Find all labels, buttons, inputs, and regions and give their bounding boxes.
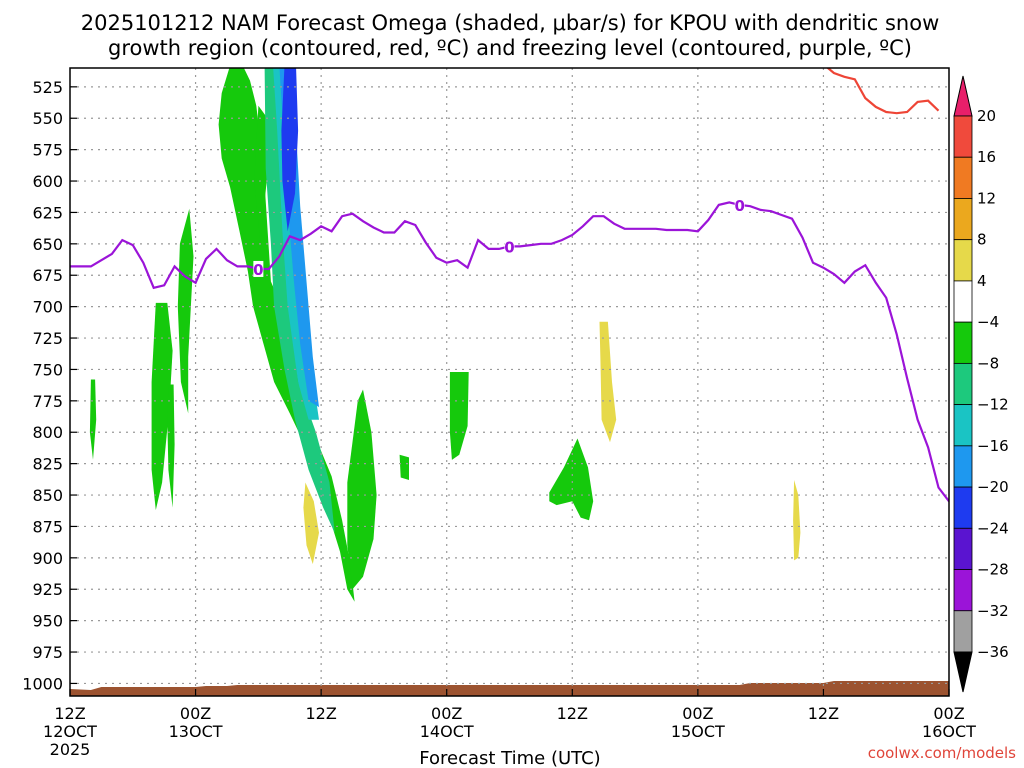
grid-lines [70, 68, 949, 696]
x-tick-hour: 12Z [557, 704, 588, 723]
omega-area-13 [549, 438, 594, 521]
colorbar-label: −16 [977, 437, 1009, 455]
colorbar-segment [953, 445, 973, 488]
chart-title-line1: 2025101212 NAM Forecast Omega (shaded, μ… [81, 11, 940, 35]
omega-shading [89, 68, 801, 602]
x-tick-year: 2025 [50, 740, 91, 759]
colorbar-segment [953, 115, 973, 158]
colorbar-label: −36 [977, 643, 1009, 661]
terrain-fill [70, 681, 949, 696]
colorbar-label: −24 [977, 519, 1009, 537]
colorbar-label: 16 [977, 148, 996, 166]
y-tick-label: 850 [32, 486, 63, 505]
colorbar-label: −4 [977, 313, 999, 331]
omega-area-3 [264, 68, 335, 533]
freezing-level-label: 0 [504, 238, 514, 256]
y-tick-label: 700 [32, 298, 63, 317]
y-tick-label: 525 [32, 78, 63, 97]
x-tick-hour: 12Z [305, 704, 336, 723]
colorbar-label: −32 [977, 602, 1009, 620]
colorbar-segment [953, 321, 973, 364]
x-tick-hour: 00Z [431, 704, 462, 723]
colorbar-segment [953, 610, 973, 653]
contour-label-bg [504, 238, 515, 255]
colorbar-segment [953, 280, 973, 323]
colorbar-top-arrow [953, 75, 973, 117]
colorbar: 20 16 12 8 4 −4 −8 −12 −16 −20 −24 −28 −32 −36 [953, 75, 1009, 693]
colorbar-label: −12 [977, 396, 1009, 414]
x-tick-day: 16OCT [922, 722, 976, 741]
colorbar-segment [953, 239, 973, 282]
colorbar-segment [953, 198, 973, 241]
omega-area-16 [793, 480, 801, 561]
contour-label-bg [734, 196, 745, 213]
colorbar-label: 12 [977, 189, 996, 207]
y-tick-label: 925 [32, 580, 63, 599]
dgz-contour-line [826, 68, 940, 115]
chart-title-line2: growth region (contoured, red, ºC) and f… [108, 36, 912, 60]
y-tick-label: 875 [32, 517, 63, 536]
y-tick-label: 725 [32, 329, 63, 348]
x-tick-day: 14OCT [420, 722, 474, 741]
colorbar-label: 8 [977, 231, 987, 249]
x-tick-hour: 12Z [808, 704, 839, 723]
omega-area-11 [399, 454, 409, 480]
y-tick-label: 675 [32, 266, 63, 285]
colorbar-segment [953, 362, 973, 406]
omega-area-10 [89, 379, 97, 460]
x-tick-hour: 12Z [54, 704, 85, 723]
colorbar-segment [953, 569, 973, 612]
y-tick-label: 1000 [22, 674, 63, 693]
y-tick-label: 550 [32, 109, 63, 128]
colorbar-segment [953, 486, 973, 529]
omega-area-6 [281, 68, 299, 232]
omega-area-7 [151, 302, 173, 511]
freezing-level-label: 0 [253, 261, 263, 279]
y-tick-label: 625 [32, 203, 63, 222]
credit-text: coolwx.com/models [868, 744, 1016, 762]
omega-area-9 [177, 208, 194, 414]
y-tick-label: 825 [32, 455, 63, 474]
colorbar-segment [953, 404, 973, 447]
y-tick-label: 750 [32, 360, 63, 379]
omega-area-14 [303, 482, 319, 565]
y-tick-label: 650 [32, 235, 63, 254]
colorbar-segment [953, 156, 973, 199]
x-tick-day: 12OCT [43, 722, 97, 741]
y-tick-label: 775 [32, 392, 63, 411]
terrain-band [70, 681, 949, 696]
freezing-level-label: 0 [734, 197, 744, 215]
x-tick-hour: 00Z [180, 704, 211, 723]
x-axis-label: Forecast Time (UTC) [419, 748, 600, 768]
x-tick-day: 13OCT [169, 722, 223, 741]
omega-area-8 [167, 384, 175, 508]
y-tick-label: 975 [32, 643, 63, 662]
colorbar-label: 20 [977, 107, 996, 125]
x-tick-day: 15OCT [671, 722, 725, 741]
x-tick-hour: 00Z [682, 704, 713, 723]
omega-area-12 [449, 372, 469, 460]
omega-area-1 [347, 389, 377, 590]
contour-lines: 0 0 0 [70, 68, 949, 503]
y-tick-label: 900 [32, 549, 63, 568]
colorbar-label: −8 [977, 354, 999, 372]
colorbar-label: 4 [977, 272, 987, 290]
colorbar-label: −20 [977, 478, 1009, 496]
omega-area-15 [599, 321, 617, 443]
y-tick-label: 575 [32, 141, 63, 160]
plot-frame [69, 67, 950, 697]
y-tick-label: 600 [32, 172, 63, 191]
colorbar-segment [953, 527, 973, 570]
y-axis-ticks: 525 550 575 600 625 650 675 700 725 750 775 800 825 8… [22, 78, 77, 693]
colorbar-label: −28 [977, 561, 1009, 579]
x-tick-hour: 00Z [933, 704, 964, 723]
omega-area-2 [254, 105, 267, 244]
freezing-level-line [70, 201, 949, 503]
y-tick-label: 800 [32, 423, 63, 442]
contour-label-bg [253, 260, 264, 277]
y-tick-label: 950 [32, 612, 63, 631]
colorbar-bottom-arrow [953, 651, 973, 693]
